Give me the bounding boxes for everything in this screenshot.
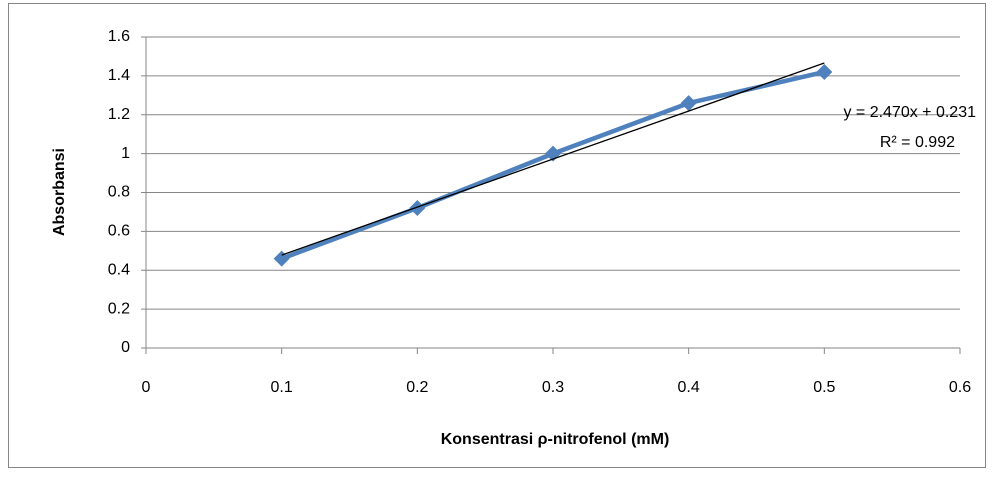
x-tick-label: 0.3	[542, 379, 564, 396]
y-tick-label: 1.6	[108, 28, 130, 45]
x-tick-label: 0.6	[949, 379, 971, 396]
y-tick-label: 1.2	[108, 106, 130, 123]
x-tick-label: 0.4	[678, 379, 700, 396]
x-tick-label: 0.5	[813, 379, 835, 396]
y-tick-label: 1.4	[108, 67, 130, 84]
y-axis-title: Absorbansi	[51, 148, 68, 236]
x-axis-title: Konsentrasi ρ-nitrofenol (mM)	[441, 431, 670, 448]
chart: Konsentrasi ρ-nitrofenol (mM) Absorbansi…	[0, 0, 995, 479]
y-tick-label: 0.6	[108, 223, 130, 240]
y-tick-label: 0	[121, 339, 130, 356]
y-tick-label: 0.4	[108, 261, 130, 278]
trendline-r2: R² = 0.992	[880, 134, 955, 151]
y-tick-label: 1	[121, 145, 130, 162]
trendline-equation: y = 2.470x + 0.231	[843, 104, 976, 121]
chart-border	[9, 4, 986, 468]
y-tick-label: 0.2	[108, 300, 130, 317]
x-tick-label: 0	[142, 379, 151, 396]
x-tick-label: 0.2	[406, 379, 428, 396]
page: Konsentrasi ρ-nitrofenol (mM) Absorbansi…	[0, 0, 995, 479]
x-tick-label: 0.1	[271, 379, 293, 396]
y-tick-label: 0.8	[108, 184, 130, 201]
